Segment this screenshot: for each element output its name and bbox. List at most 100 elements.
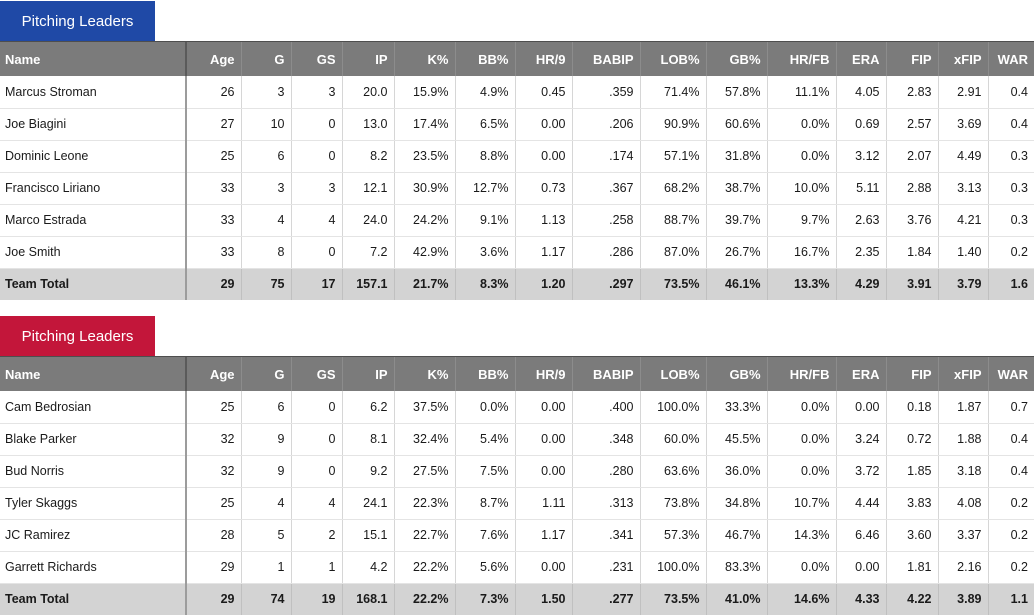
column-header-war[interactable]: WAR [987,357,1034,391]
table-row: Joe Smith 33 8 0 7.2 42.9% 3.6% 1.17.286 87.0% 26… [0,236,1034,269]
stat-cell-gb-pct: 26.7% [705,236,767,269]
total-cell-hr-9: 1.20 [514,268,572,300]
stat-cell-g: 9 [240,423,291,456]
stat-cell-xfip: 3.18 [937,455,988,488]
player-name-cell[interactable]: Garrett Richards [0,551,187,584]
stat-cell-k-pct: 32.4% [393,423,455,456]
stat-cell-age: 29 [185,551,241,584]
total-cell-lob-pct: 73.5% [639,268,706,300]
stat-cell-hr-9: 0.00 [514,140,572,173]
header-row: Name Age G GS IP K% BB% HR/9 BABIP LOB% GB% HR/FB ER… [0,42,1034,76]
player-name-cell[interactable]: Marcus Stroman [0,76,187,109]
column-header-g[interactable]: G [240,42,291,76]
player-name-cell[interactable]: Joe Biagini [0,108,187,141]
player-name-cell[interactable]: Dominic Leone [0,140,187,173]
column-header-babip[interactable]: BABIP [571,42,640,76]
total-cell-babip: .277 [571,583,640,615]
column-header-bb-pct[interactable]: BB% [454,42,515,76]
stat-cell-gs: 4 [290,487,342,520]
pitching-leaders-tab[interactable]: Pitching Leaders [0,1,155,41]
stat-cell-gb-pct: 83.3% [705,551,767,584]
column-header-age[interactable]: Age [185,357,241,391]
stat-cell-lob-pct: 88.7% [639,204,706,237]
stat-cell-bb-pct: 8.7% [454,487,515,520]
table-row: Tyler Skaggs 25 4 4 24.1 22.3% 8.7% 1.11.313 73.… [0,487,1034,520]
stat-cell-babip: .280 [571,455,640,488]
column-header-gs[interactable]: GS [290,357,342,391]
stat-cell-gs: 0 [290,236,342,269]
stat-cell-war: 0.2 [987,487,1034,520]
column-header-gs[interactable]: GS [290,42,342,76]
stat-cell-gs: 0 [290,391,342,424]
total-cell-era: 4.33 [835,583,886,615]
column-header-ip[interactable]: IP [341,357,394,391]
player-name-cell[interactable]: Tyler Skaggs [0,487,187,520]
stat-cell-hr-fb: 16.7% [766,236,836,269]
column-header-k-pct[interactable]: K% [393,42,455,76]
stat-cell-gs: 3 [290,172,342,205]
player-name-cell[interactable]: Marco Estrada [0,204,187,237]
column-header-fip[interactable]: FIP [885,357,938,391]
stat-cell-fip: 2.57 [885,108,938,141]
total-cell-war: 1.6 [987,268,1034,300]
stat-cell-hr-fb: 10.0% [766,172,836,205]
column-header-hr-9[interactable]: HR/9 [514,42,572,76]
stat-cell-age: 26 [185,76,241,109]
player-name-cell[interactable]: Bud Norris [0,455,187,488]
column-header-xfip[interactable]: xFIP [937,42,988,76]
stat-cell-k-pct: 23.5% [393,140,455,173]
column-header-g[interactable]: G [240,357,291,391]
column-header-era[interactable]: ERA [835,42,886,76]
stat-cell-xfip: 4.49 [937,140,988,173]
stat-cell-hr-9: 0.73 [514,172,572,205]
stat-cell-g: 4 [240,204,291,237]
column-header-gb-pct[interactable]: GB% [705,42,767,76]
stat-cell-gb-pct: 46.7% [705,519,767,552]
stat-cell-k-pct: 30.9% [393,172,455,205]
stat-cell-bb-pct: 12.7% [454,172,515,205]
stat-cell-war: 0.4 [987,455,1034,488]
column-header-hr-fb[interactable]: HR/FB [766,42,836,76]
column-header-bb-pct[interactable]: BB% [454,357,515,391]
player-name-cell[interactable]: Blake Parker [0,423,187,456]
column-header-gb-pct[interactable]: GB% [705,357,767,391]
stat-cell-era: 4.05 [835,76,886,109]
player-name-cell[interactable]: Francisco Liriano [0,172,187,205]
column-header-war[interactable]: WAR [987,42,1034,76]
pitching-leaders-tab[interactable]: Pitching Leaders [0,316,155,356]
stat-cell-lob-pct: 57.1% [639,140,706,173]
column-header-lob-pct[interactable]: LOB% [639,357,706,391]
stat-cell-g: 6 [240,391,291,424]
column-header-ip[interactable]: IP [341,42,394,76]
stat-cell-babip: .206 [571,108,640,141]
column-header-age[interactable]: Age [185,42,241,76]
total-cell-k-pct: 22.2% [393,583,455,615]
column-header-lob-pct[interactable]: LOB% [639,42,706,76]
total-cell-bb-pct: 7.3% [454,583,515,615]
stat-cell-bb-pct: 9.1% [454,204,515,237]
stat-cell-bb-pct: 7.6% [454,519,515,552]
player-name-cell[interactable]: Cam Bedrosian [0,391,187,424]
stat-cell-hr-9: 1.13 [514,204,572,237]
column-header-fip[interactable]: FIP [885,42,938,76]
column-header-k-pct[interactable]: K% [393,357,455,391]
column-header-hr-9[interactable]: HR/9 [514,357,572,391]
column-header-name[interactable]: Name [0,357,187,391]
stat-cell-gb-pct: 36.0% [705,455,767,488]
stat-cell-ip: 24.1 [341,487,394,520]
column-header-xfip[interactable]: xFIP [937,357,988,391]
stat-cell-bb-pct: 4.9% [454,76,515,109]
stat-cell-bb-pct: 5.6% [454,551,515,584]
column-header-name[interactable]: Name [0,42,187,76]
player-name-cell[interactable]: JC Ramirez [0,519,187,552]
column-header-babip[interactable]: BABIP [571,357,640,391]
team-total-row: Team Total 29 74 19 168.1 22.2% 7.3% 1.50.277 73… [0,583,1034,615]
stat-cell-ip: 4.2 [341,551,394,584]
column-header-hr-fb[interactable]: HR/FB [766,357,836,391]
column-header-era[interactable]: ERA [835,357,886,391]
stat-cell-babip: .367 [571,172,640,205]
stat-cell-k-pct: 17.4% [393,108,455,141]
stat-cell-fip: 0.18 [885,391,938,424]
stat-cell-xfip: 4.08 [937,487,988,520]
player-name-cell[interactable]: Joe Smith [0,236,187,269]
